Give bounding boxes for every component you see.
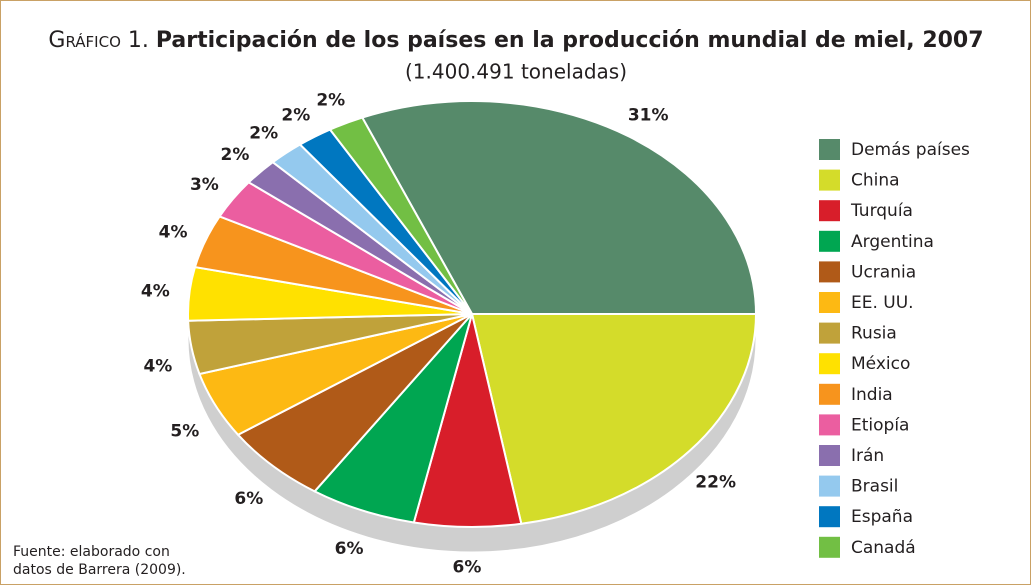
legend-swatch — [819, 169, 840, 191]
value-label: 2% — [249, 124, 278, 144]
legend-label: Demás países — [851, 140, 970, 160]
pie-slice — [360, 100, 758, 315]
chart-subtitle: (1.400.491 toneladas) — [405, 60, 627, 84]
pie-slice — [328, 116, 473, 315]
value-label: 6% — [335, 539, 364, 559]
legend-label: México — [851, 354, 910, 374]
chart-title-line: Gráfico 1. Participación de los países e… — [48, 28, 983, 53]
legend-swatch — [819, 414, 840, 436]
legend-label: China — [851, 171, 900, 191]
legend-label: Rusia — [851, 324, 897, 344]
legend-swatch — [819, 445, 840, 466]
legend-swatch — [819, 322, 840, 344]
legend-swatch — [819, 200, 840, 222]
legend-label: España — [851, 507, 913, 527]
legend-label: EE. UU. — [851, 293, 914, 313]
value-label: 22% — [695, 472, 736, 492]
legend-swatch — [819, 475, 840, 497]
value-label: 6% — [453, 558, 482, 578]
source-note: Fuente: elaborado con datos de Barrera (… — [13, 544, 186, 578]
value-label: 2% — [316, 90, 345, 110]
value-label: 2% — [281, 105, 310, 125]
value-label: 4% — [143, 357, 172, 377]
legend-swatch — [819, 536, 840, 558]
value-label: 6% — [234, 489, 263, 509]
pie-slice — [470, 313, 758, 525]
legend-swatch — [819, 353, 840, 375]
legend-swatch — [819, 506, 840, 528]
value-label: 2% — [221, 145, 250, 165]
value-label: 3% — [190, 175, 219, 195]
legend-label: Etiopía — [851, 415, 909, 435]
value-label: 4% — [159, 222, 188, 242]
value-label: 4% — [141, 281, 170, 301]
legend-swatch — [819, 230, 840, 252]
legend-label: Canadá — [851, 538, 916, 558]
legend-swatch — [819, 139, 840, 160]
legend-swatch — [819, 383, 840, 405]
value-label: 5% — [170, 422, 199, 442]
legend-label: Ucrania — [851, 262, 916, 282]
legend-swatch — [819, 261, 840, 283]
legend-swatch — [819, 292, 840, 313]
chart-title: Participación de los países en la produc… — [156, 28, 984, 53]
title-label: Gráfico 1. — [48, 28, 148, 53]
legend-label: Brasil — [851, 477, 898, 497]
legend-label: Argentina — [851, 232, 934, 252]
value-label: 31% — [628, 105, 669, 125]
legend-label: Irán — [851, 446, 884, 466]
legend-label: Turquía — [850, 201, 913, 221]
legend-label: India — [851, 385, 893, 405]
